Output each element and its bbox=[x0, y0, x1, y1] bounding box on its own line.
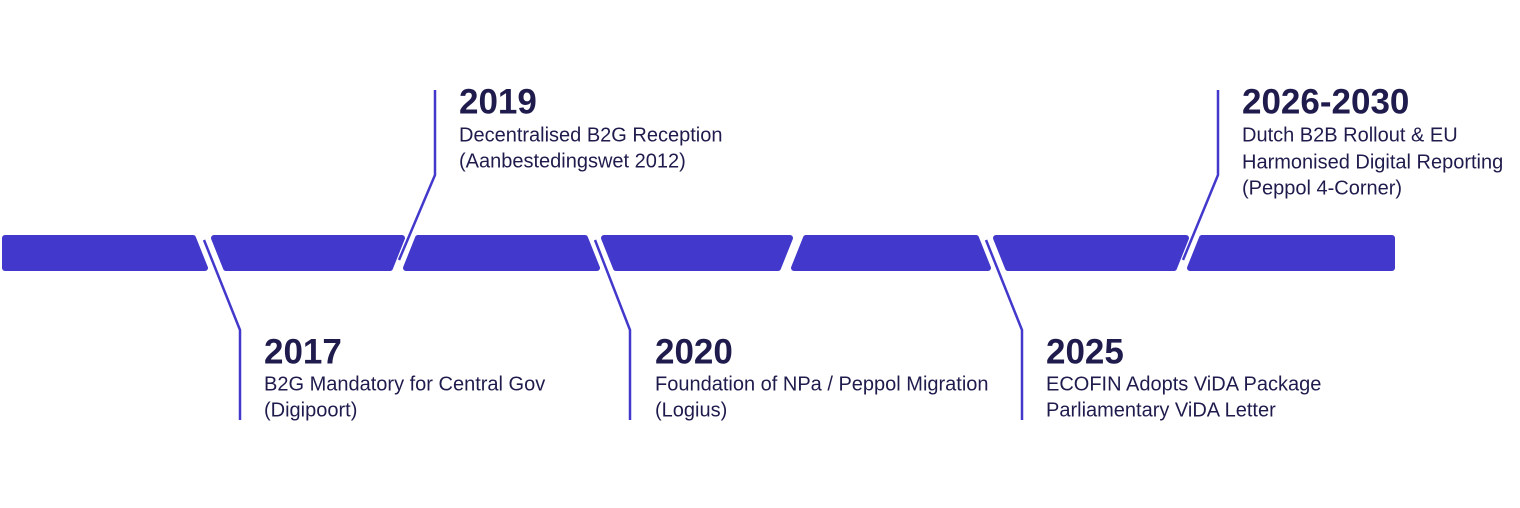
event-text: ECOFIN Adopts ViDA Package bbox=[1046, 373, 1321, 395]
event-text: (Peppol 4-Corner) bbox=[1242, 177, 1402, 199]
bar-segment bbox=[791, 235, 991, 271]
connector bbox=[397, 90, 437, 261]
event-text: B2G Mandatory for Central Gov bbox=[264, 373, 545, 395]
event-text: (Digipoort) bbox=[264, 399, 357, 421]
connector bbox=[593, 239, 632, 420]
bar-segment bbox=[1187, 235, 1395, 271]
timeline-bar bbox=[2, 235, 1395, 271]
event-text: Decentralised B2G Reception bbox=[459, 124, 722, 146]
bar-segment bbox=[403, 235, 600, 271]
event-year: 2026-2030 bbox=[1242, 82, 1409, 121]
event-text: Dutch B2B Rollout & EU bbox=[1242, 124, 1458, 146]
event-text: Foundation of NPa / Peppol Migration bbox=[655, 373, 989, 395]
connector bbox=[984, 239, 1024, 420]
event-text: Parliamentary ViDA Letter bbox=[1046, 399, 1276, 421]
event-year: 2019 bbox=[459, 82, 537, 121]
connector bbox=[1181, 90, 1220, 261]
bar-segment bbox=[601, 235, 793, 271]
event-year: 2025 bbox=[1046, 332, 1124, 371]
bar-segment bbox=[993, 235, 1189, 271]
bar-segment bbox=[211, 235, 405, 271]
event-text: (Logius) bbox=[655, 399, 727, 421]
event-year: 2020 bbox=[655, 332, 733, 371]
event-text: Harmonised Digital Reporting bbox=[1242, 151, 1503, 173]
event-year: 2017 bbox=[264, 332, 342, 371]
connector bbox=[202, 239, 242, 420]
event-text: (Aanbestedingswet 2012) bbox=[459, 150, 686, 172]
bar-segment bbox=[2, 235, 208, 271]
